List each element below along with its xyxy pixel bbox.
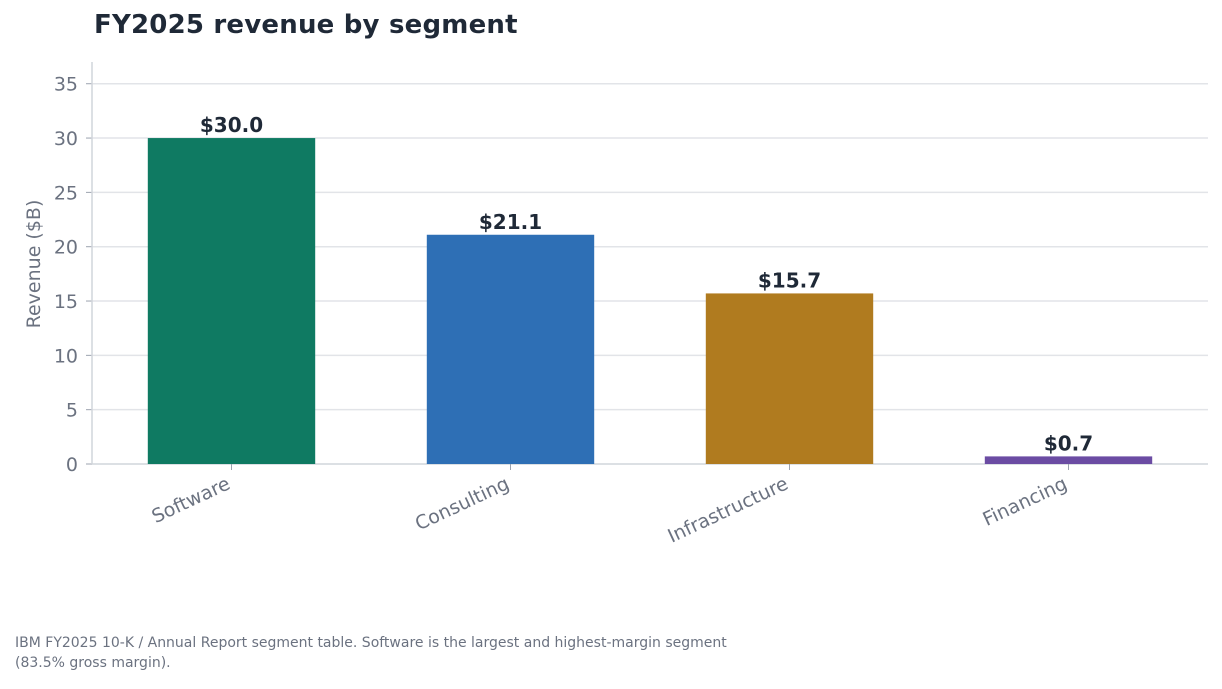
bars bbox=[147, 138, 1153, 464]
chart-footnote: IBM FY2025 10-K / Annual Report segment … bbox=[15, 635, 727, 671]
data-label-consulting: $21.1 bbox=[479, 210, 542, 234]
y-tick-label: 20 bbox=[54, 237, 78, 259]
bar-software bbox=[147, 138, 316, 464]
data-label-infrastructure: $15.7 bbox=[758, 268, 821, 292]
y-tick-label: 15 bbox=[54, 291, 78, 313]
bar-chart: 0 5 10 15 20 25 30 35 $30.0 Software $21.1 Consulti… bbox=[23, 62, 1208, 548]
y-tick-label: 25 bbox=[54, 182, 78, 204]
y-tick-label: 0 bbox=[66, 454, 78, 476]
bar-infrastructure bbox=[705, 293, 874, 464]
bar-financing bbox=[984, 456, 1153, 464]
y-tick-label: 5 bbox=[66, 400, 78, 422]
data-label-financing: $0.7 bbox=[1044, 431, 1093, 455]
x-tick-label-financing: Financing bbox=[979, 473, 1070, 531]
chart-title: FY2025 revenue by segment bbox=[94, 10, 518, 40]
bar-consulting bbox=[426, 234, 595, 464]
y-axis-label: Revenue ($B) bbox=[23, 200, 45, 329]
y-tick-label: 10 bbox=[54, 345, 78, 367]
x-tick-label-infrastructure: Infrastructure bbox=[664, 473, 791, 548]
y-tick-label: 35 bbox=[54, 74, 78, 96]
x-tick-label-consulting: Consulting bbox=[412, 473, 513, 536]
x-tick-label-software: Software bbox=[148, 473, 233, 528]
y-tick-label: 30 bbox=[54, 128, 78, 150]
data-label-software: $30.0 bbox=[200, 113, 263, 137]
